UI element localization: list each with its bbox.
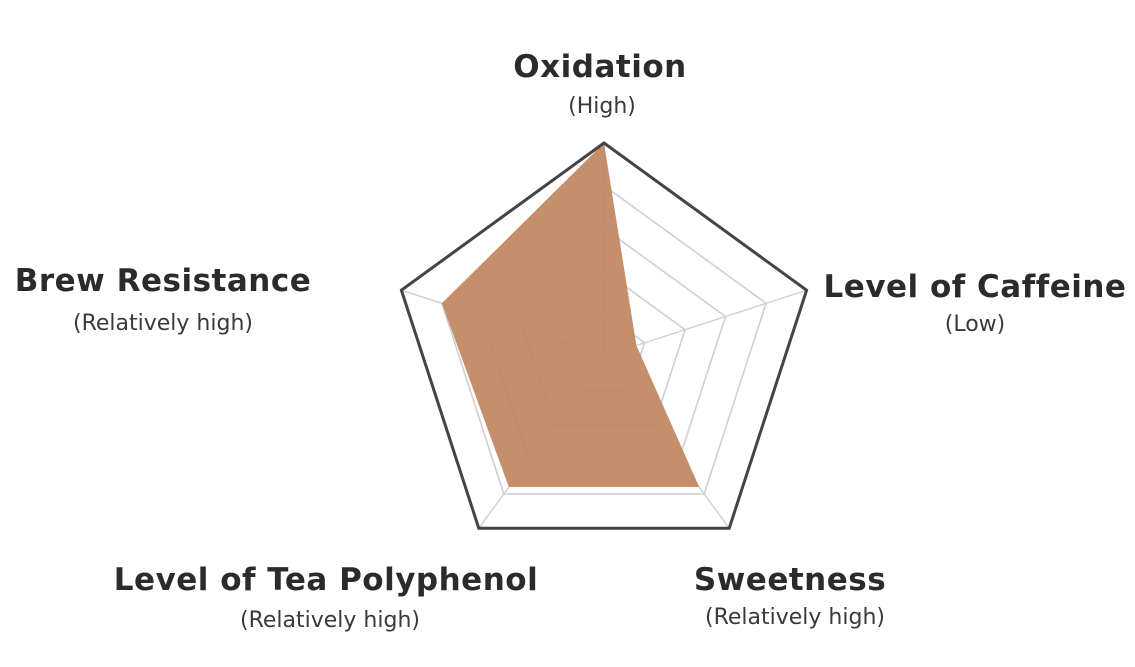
axis-qualifier-sweetness: (Relatively high) xyxy=(705,605,885,630)
axis-label-brew-resistance: Brew Resistance xyxy=(15,263,312,299)
axis-label-level-of-tea-polyphenol: Level of Tea Polyphenol xyxy=(114,562,538,598)
axis-qualifier-level-of-tea-polyphenol: (Relatively high) xyxy=(240,608,420,633)
spoke-1 xyxy=(603,289,807,357)
axis-qualifier-brew-resistance: (Relatively high) xyxy=(73,311,253,336)
axis-label-oxidation: Oxidation xyxy=(513,49,686,85)
axis-label-level-of-caffeine: Level of Caffeine xyxy=(824,269,1127,305)
series-area xyxy=(441,143,700,487)
axis-qualifier-level-of-caffeine: (Low) xyxy=(945,312,1006,337)
axis-qualifier-oxidation: (High) xyxy=(568,94,636,119)
outer-frame xyxy=(399,141,809,530)
axis-label-sweetness: Sweetness xyxy=(694,562,886,598)
